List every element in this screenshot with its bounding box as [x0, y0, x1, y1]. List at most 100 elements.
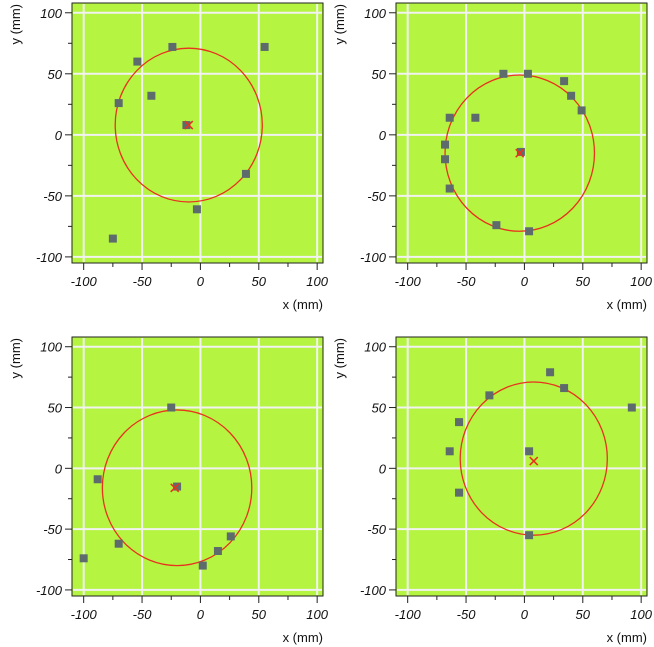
x-axis-title: x (mm)	[283, 630, 323, 645]
data-point	[445, 113, 454, 122]
y-tick-label: 100	[364, 6, 386, 21]
y-tick-label: 50	[372, 67, 387, 82]
y-tick-label: -50	[367, 522, 387, 537]
data-point	[213, 547, 222, 556]
y-axis-title: y (mm)	[8, 4, 23, 44]
x-tick-label: 100	[306, 607, 328, 622]
x-tick-label: 100	[306, 274, 328, 289]
data-point	[198, 561, 207, 570]
x-axis-title: x (mm)	[607, 297, 647, 312]
data-point	[485, 391, 494, 400]
y-tick-label: -100	[36, 250, 63, 265]
data-point	[627, 403, 636, 412]
y-tick-label: -50	[43, 522, 63, 537]
x-tick-label: 0	[197, 274, 205, 289]
plot-area	[71, 2, 324, 264]
data-point	[441, 155, 450, 164]
x-axis-title: x (mm)	[283, 297, 323, 312]
data-point	[567, 91, 576, 100]
data-point	[192, 205, 201, 214]
center-cross-stroke	[529, 456, 539, 466]
data-point	[114, 539, 123, 548]
data-point	[93, 475, 102, 484]
x-tick-label: 100	[630, 607, 652, 622]
data-point	[79, 554, 88, 563]
y-tick-label: 100	[40, 6, 62, 21]
y-tick-label: -100	[360, 583, 387, 598]
fitted-circle	[444, 74, 596, 232]
y-tick-label: 0	[379, 461, 387, 476]
x-tick-label: -100	[395, 274, 422, 289]
y-tick-label: 0	[55, 128, 63, 143]
plot-area	[395, 336, 648, 597]
y-tick-label: 50	[48, 401, 63, 416]
y-tick-label: 0	[379, 128, 387, 143]
data-point	[525, 531, 534, 540]
y-axis-title: y (mm)	[8, 338, 23, 378]
data-point	[167, 403, 176, 412]
center-cross-stroke	[170, 483, 180, 493]
x-tick-label: 0	[521, 607, 529, 622]
center-cross-marker	[515, 148, 525, 158]
center-cross-marker	[170, 483, 180, 493]
x-tick-label: -50	[133, 607, 153, 622]
data-point	[241, 169, 250, 178]
data-point	[455, 488, 464, 497]
plot-area	[71, 336, 324, 597]
x-tick-label: 0	[197, 607, 205, 622]
data-point	[525, 447, 534, 456]
x-tick-label: 100	[630, 274, 652, 289]
plot-area	[395, 2, 648, 264]
data-point	[455, 418, 464, 427]
x-axis-title: x (mm)	[607, 630, 647, 645]
data-point	[492, 221, 501, 230]
y-tick-label: 100	[364, 340, 386, 355]
x-tick-label: -100	[71, 274, 98, 289]
fitted-circle	[101, 409, 253, 567]
data-point	[445, 184, 454, 193]
data-point	[108, 234, 117, 243]
y-tick-label: 50	[48, 67, 63, 82]
data-point	[226, 532, 235, 541]
data-point	[471, 113, 480, 122]
scatter-panel-4: -100 -50 0 50 100 100 50 0 -50 -100 x (mm) y (mm)	[332, 336, 653, 645]
center-cross-stroke	[515, 148, 525, 158]
data-point	[445, 447, 454, 456]
data-point	[133, 57, 142, 66]
y-tick-label: 100	[40, 340, 62, 355]
x-tick-label: -50	[457, 607, 477, 622]
data-point	[499, 69, 508, 78]
x-tick-label: -100	[71, 607, 98, 622]
data-point	[441, 140, 450, 149]
x-tick-label: -50	[133, 274, 153, 289]
x-tick-label: -50	[457, 274, 477, 289]
data-point	[114, 99, 123, 108]
x-tick-label: 50	[576, 607, 591, 622]
scatter-panel-2: -100 -50 0 50 100 100 50 0 -50 -100 x (mm) y (mm)	[332, 2, 653, 312]
x-tick-label: 0	[521, 274, 529, 289]
x-tick-label: -100	[395, 607, 422, 622]
data-point	[168, 42, 177, 51]
y-tick-label: 50	[372, 401, 387, 416]
y-axis-title: y (mm)	[332, 338, 347, 378]
data-point	[182, 121, 191, 130]
data-point	[577, 106, 586, 115]
data-point	[525, 227, 534, 236]
data-point	[260, 42, 269, 51]
y-tick-label: 0	[55, 461, 63, 476]
y-tick-label: -50	[367, 189, 387, 204]
center-cross-marker	[529, 456, 539, 466]
data-point	[560, 384, 569, 393]
fitted-circle	[114, 47, 263, 203]
y-tick-label: -50	[43, 189, 63, 204]
y-tick-label: -100	[36, 583, 63, 598]
data-point	[560, 77, 569, 86]
y-axis-title: y (mm)	[332, 4, 347, 44]
fitted-circle	[459, 381, 608, 536]
data-point	[523, 69, 532, 78]
center-cross-marker	[184, 120, 194, 130]
scatter-panel-1: -100 -50 0 50 100 100 50 0 -50 -100 x (mm) y (mm)	[8, 2, 329, 312]
center-cross-stroke	[184, 120, 194, 130]
x-tick-label: 50	[252, 607, 267, 622]
